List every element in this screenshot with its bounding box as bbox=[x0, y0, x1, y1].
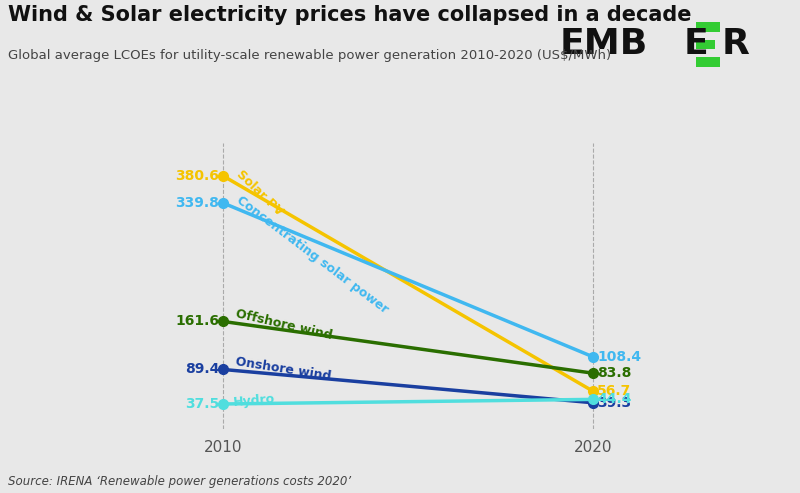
Text: Solar PV: Solar PV bbox=[234, 168, 286, 218]
Text: Hydro: Hydro bbox=[233, 392, 276, 409]
Text: Concentrating solar power: Concentrating solar power bbox=[234, 194, 390, 317]
Text: 380.6: 380.6 bbox=[175, 169, 219, 183]
Text: 39.3: 39.3 bbox=[597, 396, 631, 410]
Text: 37.5: 37.5 bbox=[185, 397, 219, 411]
Bar bbox=[695, 22, 720, 32]
Text: 56.7: 56.7 bbox=[597, 384, 631, 398]
Text: 44.4: 44.4 bbox=[597, 392, 631, 406]
Text: EMB: EMB bbox=[560, 28, 648, 61]
Text: E: E bbox=[683, 28, 708, 61]
Text: 83.8: 83.8 bbox=[597, 366, 631, 380]
Text: Onshore wind: Onshore wind bbox=[234, 355, 331, 383]
Text: R: R bbox=[722, 28, 749, 61]
Text: 161.6: 161.6 bbox=[175, 315, 219, 328]
Bar bbox=[695, 57, 720, 67]
Text: 339.8: 339.8 bbox=[175, 196, 219, 210]
Text: 108.4: 108.4 bbox=[597, 350, 641, 364]
Text: Global average LCOEs for utility-scale renewable power generation 2010-2020 (US$: Global average LCOEs for utility-scale r… bbox=[8, 49, 611, 62]
Text: Wind & Solar electricity prices have collapsed in a decade: Wind & Solar electricity prices have col… bbox=[8, 5, 691, 25]
Text: Offshore wind: Offshore wind bbox=[234, 307, 334, 342]
Bar bbox=[695, 39, 714, 49]
Text: 89.4: 89.4 bbox=[185, 362, 219, 377]
Text: Source: IRENA ‘Renewable power generations costs 2020’: Source: IRENA ‘Renewable power generatio… bbox=[8, 475, 351, 488]
